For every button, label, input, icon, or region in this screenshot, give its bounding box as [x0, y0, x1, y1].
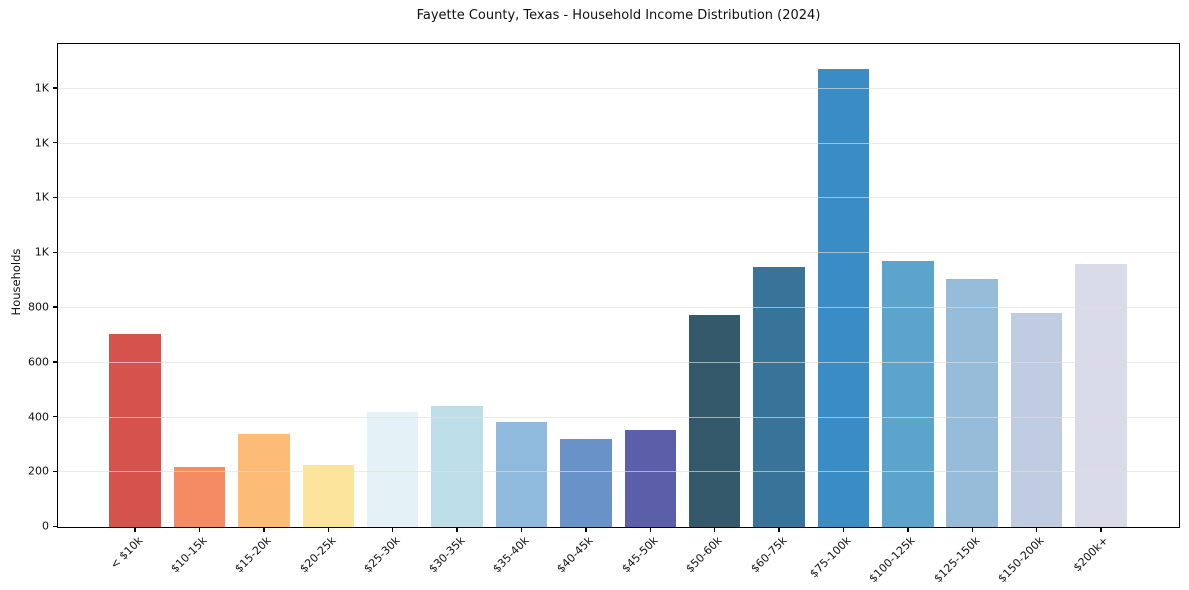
bar--30-35k — [431, 406, 483, 527]
y-axis-label: Households — [9, 248, 23, 316]
x-tick-label: $60-75k — [747, 534, 790, 576]
bar--75-100k — [817, 69, 870, 527]
x-tick-label: $25-30k — [361, 534, 403, 576]
x-tick — [649, 527, 651, 532]
y-tick — [53, 306, 58, 308]
y-tick-label: 1K — [34, 136, 49, 150]
bar--10-15k — [173, 466, 226, 527]
gridline — [58, 252, 1179, 254]
bar--50-60k — [688, 314, 741, 527]
x-tick-label: $20-25k — [297, 534, 339, 576]
x-tick-label: $100-125k — [866, 534, 918, 586]
x-tick — [520, 527, 523, 532]
x-tick-label: $45-50k — [619, 534, 661, 576]
bar--15-20k — [238, 433, 290, 527]
plot-area: 0 200 400 600 800 1K 1K 1K 1K < $10k $10-15k $15-20… — [28, 43, 1180, 585]
x-tick-label: $35-40k — [490, 534, 532, 576]
x-tick — [842, 527, 845, 532]
gridline — [58, 307, 1179, 309]
bar--10k — [109, 333, 161, 527]
chart-title: Fayette County, Texas - Household Income… — [416, 8, 821, 23]
bar--150-200k — [1010, 313, 1063, 527]
x-tick — [971, 527, 973, 532]
x-tick-label: $10-15k — [168, 534, 210, 576]
x-tick-label: $125-150k — [931, 534, 983, 586]
x-tick — [456, 527, 458, 532]
bar--40-45k — [560, 439, 612, 527]
bar--45-50k — [624, 429, 677, 527]
y-tick — [53, 87, 58, 89]
gridline — [58, 471, 1179, 473]
x-tick — [907, 527, 909, 532]
x-tick — [263, 527, 265, 532]
gridline — [58, 197, 1179, 199]
bar--35-40k — [495, 421, 548, 527]
y-tick-label: 1K — [34, 190, 49, 204]
x-tick-label: $50-60k — [683, 534, 725, 576]
bar--125-150k — [946, 279, 998, 527]
x-tick-label: $200k+ — [1070, 534, 1112, 575]
y-tick — [53, 525, 58, 527]
x-tick — [585, 527, 587, 532]
x-tick-label: < $10k — [107, 534, 146, 572]
y-tick — [53, 361, 58, 363]
y-tick — [53, 415, 58, 418]
gridline — [58, 416, 1179, 418]
x-tick — [1100, 527, 1102, 532]
x-tick — [713, 527, 716, 532]
gridline — [58, 87, 1179, 89]
bar--60-75k — [753, 266, 805, 527]
x-tick — [392, 527, 394, 532]
x-tick-label: $40-45k — [554, 534, 596, 576]
y-tick — [53, 196, 58, 199]
y-tick — [53, 470, 58, 473]
x-tick — [134, 527, 136, 532]
x-tick-label: $30-35k — [425, 534, 468, 576]
bar--25-30k — [366, 411, 419, 527]
x-tick — [327, 527, 330, 532]
y-tick-label: 200 — [28, 464, 49, 478]
x-tick-label: $15-20k — [232, 534, 274, 576]
y-tick-label: 400 — [28, 410, 49, 424]
x-tick — [778, 527, 780, 532]
x-tick — [198, 527, 201, 532]
y-tick-label: 0 — [42, 519, 49, 533]
bar--20-25k — [302, 465, 355, 527]
x-tick-label: $150-200k — [995, 534, 1047, 586]
y-tick-label: 1K — [34, 245, 49, 259]
y-tick-label: 600 — [28, 355, 49, 369]
gridline — [58, 361, 1179, 363]
x-tick — [1035, 527, 1038, 532]
y-tick — [53, 251, 58, 253]
gridline — [58, 142, 1179, 144]
bar--200k+ — [1075, 263, 1127, 527]
x-tick-label: $75-100k — [807, 534, 854, 581]
y-tick-label: 1K — [34, 81, 49, 95]
bar--100-125k — [882, 261, 934, 527]
y-tick-label: 800 — [28, 300, 49, 314]
y-tick — [53, 141, 58, 144]
